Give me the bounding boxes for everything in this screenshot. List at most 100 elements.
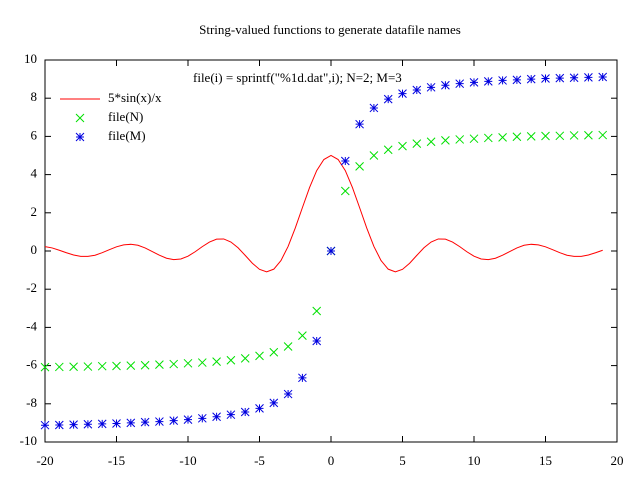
point bbox=[412, 85, 422, 95]
point bbox=[183, 358, 193, 368]
point bbox=[541, 74, 550, 83]
legend-label: 5*sin(x)/x bbox=[108, 90, 162, 105]
point bbox=[512, 75, 522, 85]
point bbox=[555, 73, 565, 83]
point bbox=[312, 306, 322, 316]
point bbox=[340, 186, 350, 196]
point bbox=[40, 362, 50, 372]
point bbox=[112, 419, 121, 428]
chart-title: String-valued functions to generate data… bbox=[199, 22, 461, 37]
point bbox=[569, 131, 579, 140]
point bbox=[455, 135, 465, 144]
point bbox=[226, 355, 236, 365]
point bbox=[555, 131, 565, 141]
x-tick-label: 5 bbox=[399, 453, 406, 468]
x-tick-label: -20 bbox=[36, 453, 53, 468]
point bbox=[498, 133, 507, 142]
point bbox=[255, 351, 264, 361]
legend-label: file(M) bbox=[108, 128, 146, 143]
y-tick-label: -8 bbox=[26, 395, 37, 410]
point bbox=[441, 80, 450, 90]
y-tick-label: 8 bbox=[31, 89, 38, 104]
point bbox=[369, 103, 379, 113]
point bbox=[398, 141, 407, 151]
point bbox=[569, 73, 579, 83]
point bbox=[512, 132, 522, 142]
point bbox=[283, 342, 293, 351]
point bbox=[112, 361, 121, 371]
point bbox=[140, 417, 150, 427]
point bbox=[326, 246, 336, 256]
point bbox=[455, 79, 465, 89]
point bbox=[483, 133, 493, 143]
point bbox=[69, 420, 78, 429]
point bbox=[197, 413, 207, 423]
point bbox=[526, 132, 536, 141]
y-tick-label: 2 bbox=[31, 204, 38, 219]
point bbox=[340, 156, 350, 166]
y-tick-label: -6 bbox=[26, 357, 37, 372]
point bbox=[97, 361, 107, 371]
point bbox=[298, 373, 307, 383]
y-tick-label: 10 bbox=[24, 51, 37, 66]
y-tick-label: 0 bbox=[31, 242, 38, 257]
point bbox=[40, 420, 50, 430]
point bbox=[312, 336, 322, 346]
point bbox=[54, 362, 64, 372]
y-tick-label: 4 bbox=[31, 166, 38, 181]
point bbox=[54, 420, 64, 430]
x-tick-label: -15 bbox=[108, 453, 125, 468]
annotation: file(i) = sprintf("%1d.dat",i); N=2; M=3 bbox=[193, 70, 402, 85]
x-tick-label: -5 bbox=[254, 453, 265, 468]
point bbox=[283, 389, 293, 399]
y-tick-label: 6 bbox=[31, 127, 38, 142]
point bbox=[155, 417, 164, 426]
point bbox=[269, 398, 279, 408]
x-tick-label: 15 bbox=[539, 453, 552, 468]
point bbox=[426, 137, 436, 147]
point bbox=[155, 360, 164, 369]
point bbox=[97, 419, 107, 429]
point bbox=[197, 358, 207, 367]
point bbox=[398, 89, 407, 98]
point bbox=[469, 77, 479, 87]
point bbox=[383, 145, 393, 155]
point bbox=[69, 362, 78, 372]
x-tick-label: 20 bbox=[611, 453, 624, 468]
point bbox=[355, 119, 364, 129]
point bbox=[298, 331, 307, 340]
point bbox=[541, 131, 550, 141]
point bbox=[212, 357, 221, 366]
point bbox=[126, 361, 136, 370]
point bbox=[226, 410, 236, 420]
point bbox=[183, 415, 193, 425]
point bbox=[383, 94, 393, 104]
x-tick-label: -10 bbox=[179, 453, 196, 468]
point bbox=[526, 74, 536, 84]
point bbox=[83, 419, 93, 429]
point bbox=[598, 72, 608, 82]
point bbox=[255, 404, 264, 413]
point bbox=[426, 82, 436, 92]
point bbox=[355, 162, 364, 171]
point bbox=[598, 130, 608, 140]
point bbox=[483, 77, 493, 86]
point bbox=[584, 130, 593, 140]
point bbox=[126, 418, 136, 428]
point bbox=[412, 139, 422, 149]
point bbox=[269, 347, 279, 357]
point bbox=[369, 151, 379, 160]
point bbox=[584, 73, 593, 82]
point bbox=[240, 407, 250, 417]
legend-label: file(N) bbox=[108, 109, 143, 124]
point bbox=[83, 362, 93, 371]
y-tick-label: -10 bbox=[20, 433, 37, 448]
legend-swatch bbox=[75, 132, 85, 142]
point bbox=[140, 360, 150, 370]
line bbox=[44, 154, 603, 273]
point bbox=[441, 136, 450, 145]
point bbox=[169, 416, 179, 425]
point bbox=[498, 76, 507, 85]
